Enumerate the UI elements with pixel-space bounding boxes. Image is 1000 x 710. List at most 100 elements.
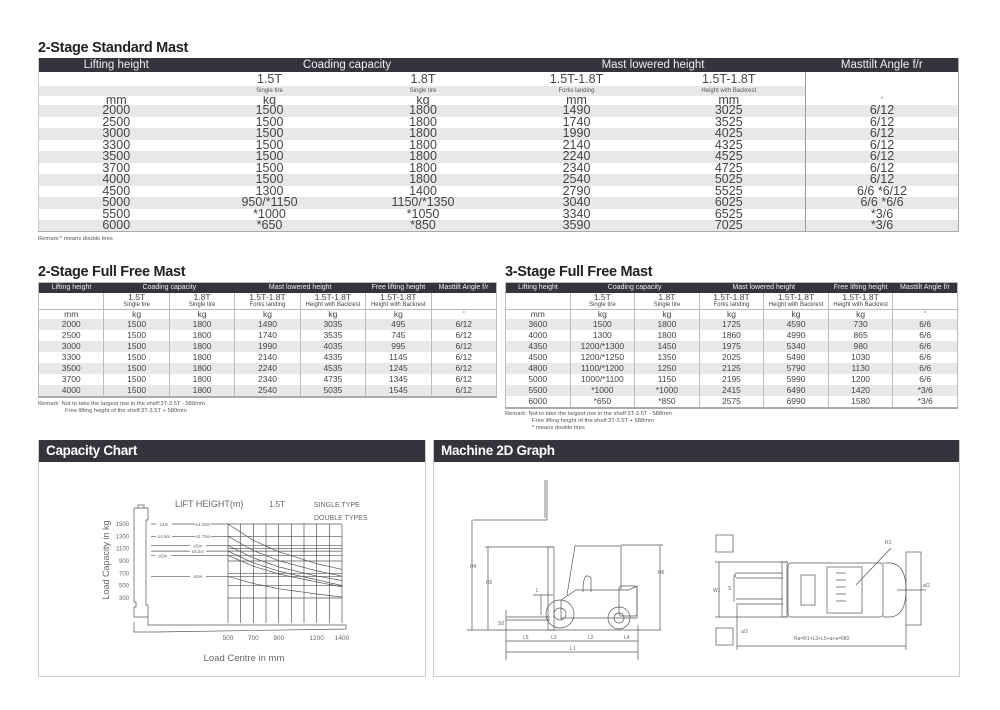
table-row: 2500 1500 1800 1740 3535 745 6/12 — [39, 330, 497, 341]
table-cell: 4525 — [652, 151, 806, 163]
l2-label: L2 — [588, 635, 594, 641]
two-stage-ffm-remark: Remark: Not to take the largest rise in … — [38, 401, 205, 415]
capacity-chart-title: Capacity Chart — [39, 440, 425, 462]
table-cell: 2140 — [562, 139, 591, 151]
l5-label: L5 — [523, 635, 529, 641]
table-cell: 1490 — [234, 319, 301, 330]
capacity-size: 1.8T — [168, 292, 235, 301]
table-cell: 1800 — [345, 105, 501, 117]
curve-label: ≤5m — [159, 553, 168, 558]
two-stage-ffm-table: Lifting height Coading capacity Mast lower… — [38, 282, 497, 398]
table-row: 5000 1000/*1100 1150 2195 5990 1200 6/6 — [506, 374, 958, 385]
table-cell: 1500 — [103, 319, 170, 330]
unit: kg — [234, 309, 301, 319]
table-cell: 995 — [365, 341, 432, 352]
unit: ° — [805, 96, 959, 105]
table-cell: 4325 — [714, 139, 743, 151]
table-cell: 5990 — [763, 374, 829, 385]
table-cell: 6525 — [714, 208, 743, 220]
table-cell: 4335 — [299, 352, 366, 363]
table-cell: 865 — [827, 330, 893, 341]
capacity-curve — [227, 523, 343, 570]
table-cell: 4590 — [763, 319, 829, 330]
s0-label: S0 — [498, 621, 504, 627]
table-cell: 1800 — [168, 330, 235, 341]
unit: kg — [698, 309, 764, 319]
table-row: 3700 1500 1800 2340 4725 6/12 — [39, 162, 959, 174]
table-cell: 6/12 — [430, 352, 497, 363]
table-cell: 6/12 — [805, 116, 959, 128]
unit: kg — [416, 96, 430, 105]
table-row: 4000 1500 1800 2540 5035 1545 6/12 — [38, 385, 497, 397]
table-cell: 3040 — [500, 197, 653, 209]
sub-label: Height with Backrest — [365, 301, 432, 310]
curve-label: ≤4m — [160, 522, 169, 527]
column-header: Coading capacity — [570, 282, 700, 293]
table-cell: 5525 — [714, 185, 743, 197]
table-cell: 2540 — [234, 385, 301, 397]
table-cell: 2140 — [234, 352, 301, 363]
x-tick-label: 900 — [273, 635, 284, 642]
sub-label: Forks landing — [234, 301, 301, 310]
table-cell: 1800 — [634, 319, 700, 330]
table-cell: 6/12 — [430, 374, 497, 385]
sub-label: Single tire — [168, 301, 235, 310]
table-row: 5500 *1000 *1000 2415 6490 1420 *3/6 — [505, 385, 958, 396]
table-cell: 6/6 *6/6 — [805, 197, 959, 209]
table-cell: 1800 — [168, 319, 235, 330]
table-row: 4500 1200/*1250 1350 2025 5490 1030 6/6 — [506, 352, 958, 363]
unit: kg — [262, 96, 277, 105]
table-cell: 1500 — [193, 105, 346, 117]
curve-label: ≤4.5m — [158, 534, 171, 539]
side-view: H4 H2 H6 L S0 L5 L3 L2 L4 L1 — [467, 480, 665, 660]
table-cell: 2575 — [698, 396, 764, 408]
capacity-size — [39, 72, 194, 86]
table-cell: *650 — [193, 220, 346, 232]
table-cell: *1000 — [569, 385, 635, 396]
table-cell: 2000 — [38, 105, 194, 117]
h2-label: H2 — [486, 580, 493, 586]
machine-graph-title: Machine 2D Graph — [434, 440, 959, 462]
table-cell: 4025 — [652, 128, 806, 140]
table-cell: 1150 — [634, 374, 700, 385]
table-cell: 6/6 — [892, 341, 958, 352]
l-label: L — [536, 588, 539, 594]
column-header: Coading capacity — [103, 282, 235, 293]
sub-label — [39, 301, 104, 310]
sub-label: Single tire — [345, 86, 501, 96]
curve-label: ≤5.5m — [192, 549, 205, 554]
machine-graph-panel: Machine 2D Graph H4 H2 H6 L S0 L5 L3 L2 … — [433, 440, 960, 677]
sub-label: Height with Backrest — [652, 86, 806, 96]
unit: kg — [168, 309, 235, 319]
remark-line: Remark: Not to take the largest rise in … — [505, 411, 672, 417]
table-cell: 1800 — [168, 374, 235, 385]
table-cell: 6490 — [763, 385, 829, 396]
capacity-size: 1.5T-1.8T — [234, 292, 301, 301]
table-cell: 3500 — [38, 151, 194, 163]
table-cell: 6/12 — [430, 385, 497, 397]
table-row: 3000 1500 1800 1990 4025 6/12 — [38, 128, 959, 140]
table-cell: *1000 — [634, 385, 700, 396]
table-cell: 1500 — [193, 174, 346, 186]
table-cell: 1800 — [634, 330, 700, 341]
table-cell: 495 — [365, 319, 432, 330]
table-cell: 2025 — [698, 352, 764, 363]
model-label: 1.5T — [269, 500, 285, 509]
table-cell: 1500 — [255, 116, 284, 128]
unit: kg — [365, 309, 432, 319]
table-cell: *3/6 — [805, 208, 959, 220]
table-cell: 1800 — [168, 341, 235, 352]
unit: kg — [763, 309, 829, 319]
table-cell: 1800 — [409, 139, 437, 151]
double-types-label: DOUBLE TYPES — [314, 515, 368, 522]
capacity-size: 1.5T-1.8T — [763, 292, 829, 301]
table-row: 5000 950/*1150 1150/*1350 3040 6025 6/6 *6/6 — [38, 197, 959, 209]
table-cell: 4000 — [38, 385, 104, 397]
table-cell: 1200 — [827, 374, 893, 385]
lift-height-label: LIFT HEIGHT(m) — [175, 499, 243, 509]
unit: mm — [38, 309, 104, 319]
table-cell: 6/6 — [892, 374, 958, 385]
table-cell: 1000/*1100 — [569, 374, 635, 385]
table-cell: 1500 — [569, 319, 635, 330]
curve-label-bg — [195, 521, 211, 527]
